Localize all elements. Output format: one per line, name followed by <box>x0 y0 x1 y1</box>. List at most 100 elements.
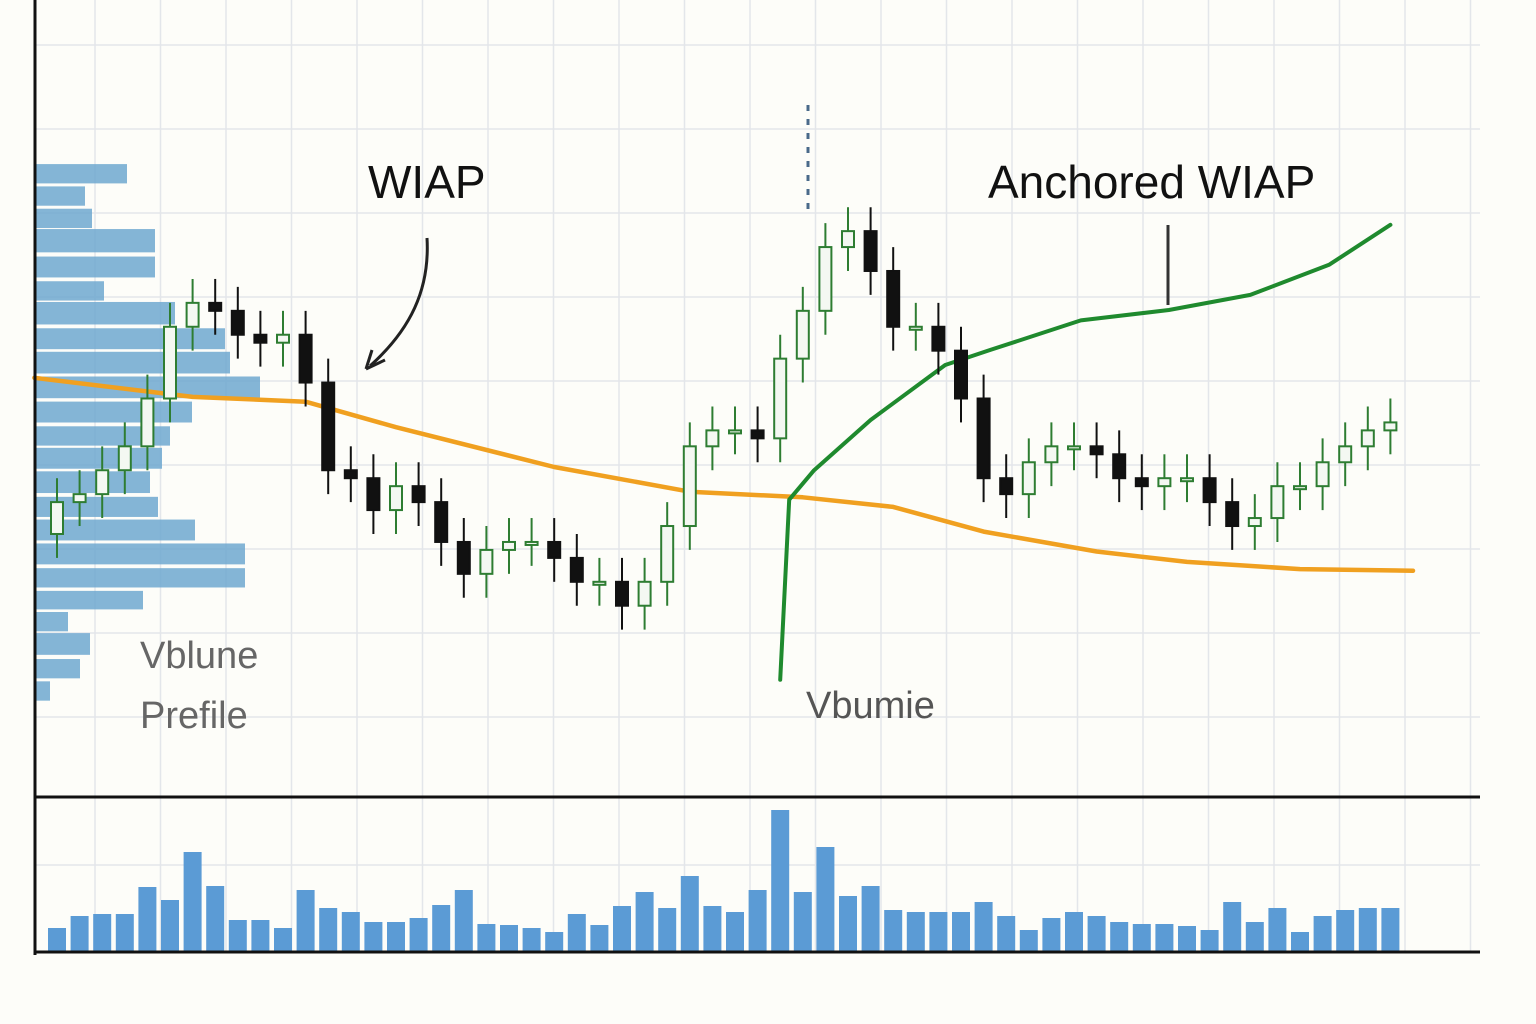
profile-bar <box>35 543 245 565</box>
volume-bar <box>861 886 880 952</box>
candle-body <box>1315 461 1330 488</box>
candle-body <box>321 381 336 472</box>
candle-body <box>1134 477 1149 488</box>
candle-body <box>1089 445 1104 456</box>
candle-body <box>479 548 494 575</box>
volume-bar <box>1042 918 1061 952</box>
candle-body <box>1293 485 1307 491</box>
volume-bar <box>1358 908 1377 952</box>
volume-bar <box>1336 910 1355 952</box>
volume-bar <box>1381 908 1400 952</box>
candle-body <box>502 540 516 551</box>
vwap-label: WIAP <box>368 156 486 208</box>
volume-bar <box>228 920 247 952</box>
volume-bar <box>658 908 677 952</box>
candle-body <box>818 246 833 312</box>
volume-profile <box>35 164 260 701</box>
profile-bar <box>35 496 158 517</box>
volume-bar <box>161 900 179 952</box>
candle-body <box>1383 421 1398 432</box>
profile-bar <box>35 256 155 278</box>
volume-bar <box>70 916 89 952</box>
profile-bar <box>35 351 230 374</box>
candle-body <box>434 501 449 543</box>
candle-body <box>1225 501 1240 528</box>
volume-bar <box>703 906 722 952</box>
profile-bar <box>35 186 85 206</box>
candle-body <box>637 580 652 607</box>
volume-bar <box>635 892 654 952</box>
volume-bar <box>477 924 496 952</box>
volume-bar <box>929 912 948 952</box>
volume-bar <box>1200 930 1219 952</box>
candle-body <box>163 325 177 400</box>
volume-bar <box>567 914 586 952</box>
grid <box>35 0 1480 952</box>
candle-body <box>343 469 358 480</box>
candle-body <box>1180 477 1194 483</box>
candle-body <box>705 429 720 448</box>
volume-bar <box>1110 922 1129 952</box>
volume-bar <box>432 905 451 952</box>
volume-bar <box>93 914 112 952</box>
candle-body <box>728 429 742 435</box>
profile-label: Prefile <box>140 695 248 737</box>
candle-body <box>1112 453 1127 480</box>
volume-bar <box>839 896 857 952</box>
candle-body <box>1270 485 1285 520</box>
candle-body <box>841 230 855 249</box>
anchored-label: Anchored WIAP <box>988 156 1315 208</box>
volume-label: Vbumie <box>806 685 935 727</box>
volume-bar <box>364 922 383 952</box>
arrow <box>368 237 429 368</box>
candle-body <box>931 325 946 352</box>
profile-label: Vblune <box>140 635 258 677</box>
volume-bar <box>1268 908 1287 952</box>
volume-bar <box>341 912 360 952</box>
candle-body <box>569 556 584 583</box>
candle-body <box>908 325 923 331</box>
candle-body <box>276 333 290 344</box>
candle-body <box>1202 477 1217 504</box>
volume-bar <box>1019 930 1038 952</box>
volume-bar <box>48 928 66 952</box>
volume-bar <box>522 928 541 952</box>
volume-bar <box>454 890 473 952</box>
profile-bar <box>35 164 127 184</box>
volume-bar <box>1065 912 1083 952</box>
volume-bar <box>680 876 699 952</box>
volume-bar <box>319 908 338 952</box>
profile-bar <box>35 328 225 350</box>
candle-body <box>50 501 64 535</box>
candle-body <box>524 540 539 546</box>
candle-body <box>208 301 223 312</box>
profile-bar <box>35 229 155 253</box>
volume-bar <box>952 912 970 952</box>
candle-body <box>1067 445 1081 451</box>
candle-body <box>456 540 471 575</box>
candle-body <box>592 580 607 586</box>
candle-body <box>773 357 788 440</box>
candle-body <box>660 525 675 583</box>
candle-body <box>863 230 878 272</box>
candle-body <box>795 309 810 360</box>
candle-body <box>185 301 200 328</box>
candle-body <box>366 477 381 512</box>
candle-body <box>547 540 562 559</box>
candle-body <box>682 445 697 528</box>
candle-body <box>999 477 1014 496</box>
candle-body <box>954 349 968 400</box>
volume-bar <box>1291 932 1309 952</box>
volume-bar <box>1132 924 1151 952</box>
volume-bar <box>1087 916 1106 952</box>
candle-body <box>230 309 245 336</box>
profile-bar <box>35 568 245 588</box>
volume-bar <box>1155 924 1174 952</box>
profile-bar <box>35 208 92 229</box>
candle-body <box>886 269 901 328</box>
candle-body <box>1021 461 1036 496</box>
anchored-vwap-line <box>778 222 1393 682</box>
candle-body <box>1157 477 1172 488</box>
volume-bar <box>1245 922 1264 952</box>
